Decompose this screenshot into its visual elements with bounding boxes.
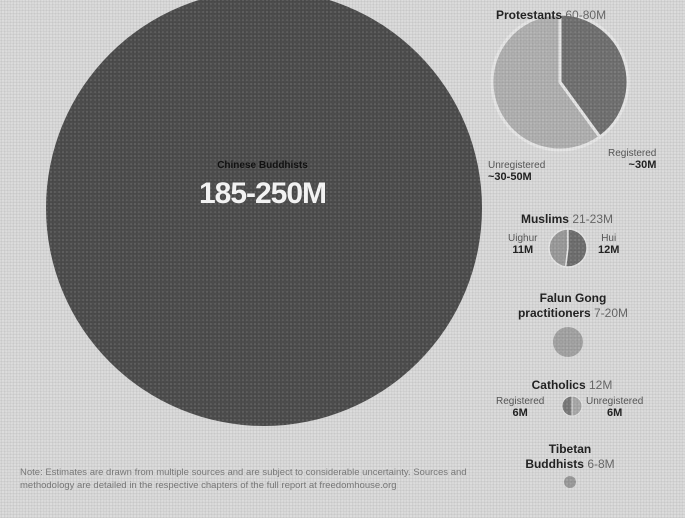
protestants-title: Protestants [496, 8, 562, 22]
catholics-range: 12M [589, 378, 612, 392]
tibetan-title-2: Buddhists [525, 457, 584, 471]
muslims-range: 21-23M [572, 212, 613, 226]
bubble-tibetan-buddhists [564, 476, 576, 488]
buddhists-label: Chinese Buddhists 185-250M [170, 160, 355, 211]
slice-muslims-uighur [549, 229, 568, 267]
catholics-title: Catholics [532, 378, 586, 392]
footnote-line-1: Note: Estimates are drawn from multiple … [20, 466, 490, 479]
tibetan-title-1: Tibetan [510, 442, 630, 457]
muslims-title: Muslims [521, 212, 569, 226]
muslims-label: Muslims 21-23M [512, 212, 622, 226]
slice-catholics-unregistered [572, 396, 582, 416]
protestants-range: 60-80M [565, 8, 606, 22]
protestants-unregistered-label: Unregistered ~30-50M [488, 160, 545, 183]
falun-range: 7-20M [594, 306, 628, 320]
falun-label: Falun Gong practitioners 7-20M [498, 291, 648, 321]
muslims-hui-value: 12M [598, 244, 619, 256]
muslims-uighur-value: 11M [508, 244, 537, 256]
muslims-uighur-label: Uighur 11M [508, 233, 537, 256]
footnote: Note: Estimates are drawn from multiple … [20, 466, 490, 492]
protestants-registered-name: Registered [608, 148, 656, 159]
catholics-registered-label: Registered 6M [496, 396, 544, 419]
catholics-unregistered-value: 6M [586, 407, 643, 419]
footnote-line-2: methodology are detailed in the respecti… [20, 479, 490, 492]
catholics-label: Catholics 12M [522, 378, 622, 392]
tibetan-label: Tibetan Buddhists 6-8M [510, 442, 630, 472]
muslims-uighur-name: Uighur [508, 233, 537, 244]
catholics-registered-value: 6M [496, 407, 544, 419]
catholics-unregistered-name: Unregistered [586, 396, 643, 407]
falun-title-1: Falun Gong [498, 291, 648, 306]
catholics-unregistered-label: Unregistered 6M [586, 396, 643, 419]
protestants-label: Protestants 60-80M [496, 8, 606, 22]
protestants-registered-label: Registered ~30M [608, 148, 656, 171]
muslims-hui-name: Hui [598, 233, 619, 244]
slice-catholics-registered [562, 396, 572, 416]
protestants-unregistered-name: Unregistered [488, 160, 545, 171]
buddhists-title: Chinese Buddhists [170, 160, 355, 171]
bubble-falun-gong [553, 327, 583, 357]
catholics-registered-name: Registered [496, 396, 544, 407]
tibetan-range: 6-8M [587, 457, 614, 471]
muslims-hui-label: Hui 12M [598, 233, 619, 256]
slice-muslims-hui [566, 229, 587, 267]
protestants-unregistered-value: ~30-50M [488, 171, 545, 183]
falun-title-2: practitioners [518, 306, 591, 320]
buddhists-range: 185-250M [170, 177, 355, 211]
bubble-chinese-buddhists [46, 0, 482, 426]
protestants-registered-value: ~30M [608, 159, 656, 171]
